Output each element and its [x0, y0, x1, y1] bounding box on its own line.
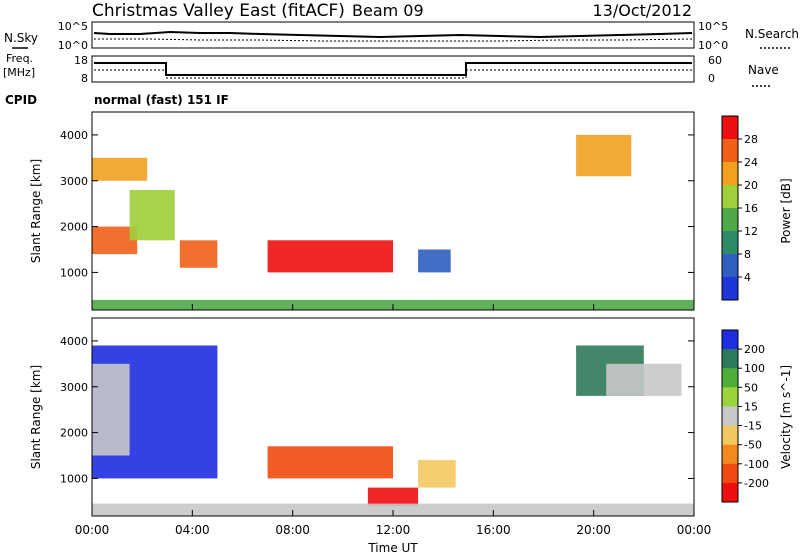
freq-label-line2: [MHz] [3, 66, 35, 79]
colorbar-tick-label: 4 [744, 271, 751, 284]
velocity-echo-region-4 [418, 460, 456, 488]
ytick-label: 4000 [60, 335, 88, 348]
colorbar-segment [722, 463, 738, 484]
velocity-echo-region-2 [267, 446, 393, 479]
power-echo-region-3 [179, 240, 218, 268]
colorbar-segment [722, 482, 738, 503]
freq-tick-bottom: 8 [81, 72, 88, 85]
velocity-echo-region-1 [92, 363, 130, 456]
velocity-ylabel: Slant Range [km] [29, 365, 43, 469]
colorbar-tick-label: 28 [744, 133, 758, 146]
ytick-label: 2000 [60, 427, 88, 440]
cpid-label: CPID [5, 93, 37, 107]
colorbar-segment [722, 185, 738, 209]
velocity-echo-region-7 [606, 363, 682, 396]
power-colorbar-label: Power [dB] [779, 178, 793, 243]
colorbar-segment [722, 368, 738, 388]
power-panel: 1000 2000 3000 4000 Slant Range [km] 28 24 20… [29, 111, 793, 311]
xtick-label: 00:00 [75, 523, 110, 537]
freq-label-line1: Freq. [6, 52, 33, 65]
ytick-label: 3000 [60, 381, 88, 394]
colorbar-tick-label: 100 [744, 362, 765, 375]
power-echo-region-2 [129, 189, 175, 241]
cpid-value: normal (fast) 151 IF [94, 93, 229, 107]
velocity-colorbar-label: Velocity [m s^-1] [779, 365, 793, 469]
noise-ytick-top: 10^5 [58, 20, 88, 33]
ytick-label: 3000 [60, 175, 88, 188]
colorbar-segment [722, 387, 738, 407]
colorbar-tick-label: -50 [744, 439, 762, 452]
colorbar-tick-label: 200 [744, 343, 765, 356]
noise-ytick-top-right: 10^5 [698, 20, 728, 33]
nave-label: Nave [748, 63, 779, 77]
xtick-label: 00:00 [677, 523, 712, 537]
colorbar-tick-label: 12 [744, 225, 758, 238]
freq-panel [91, 55, 695, 83]
colorbar-segment [722, 116, 738, 140]
date-label: 13/Oct/2012 [592, 1, 692, 20]
xtick-label: 12:00 [376, 523, 411, 537]
noise-ytick-bottom: 10^0 [58, 39, 88, 52]
colorbar-segment [722, 406, 738, 426]
station-title: Christmas Valley East (fitACF) [92, 1, 345, 21]
velocity-echo-region-3 [367, 487, 419, 506]
noise-right-label: N.Search [745, 27, 799, 41]
colorbar-tick-label: 15 [744, 400, 758, 413]
colorbar-tick-label: -100 [744, 458, 769, 471]
colorbar-segment [722, 444, 738, 465]
colorbar-tick-label: 24 [744, 156, 758, 169]
ytick-label: 4000 [60, 129, 88, 142]
noise-left-label: N.Sky [4, 31, 38, 45]
ytick-label: 2000 [60, 221, 88, 234]
ytick-label: 1000 [60, 472, 88, 485]
freq-tick-top: 18 [74, 54, 88, 67]
colorbar-segment [722, 231, 738, 255]
colorbar-tick-label: 16 [744, 202, 758, 215]
freq-trace [94, 62, 692, 76]
noise-ytick-bottom-right: 10^0 [698, 39, 728, 52]
xtick-label: 04:00 [175, 523, 210, 537]
nave-trace [94, 69, 692, 79]
nave-tick-top: 60 [708, 54, 722, 67]
noise-panel [91, 21, 695, 49]
colorbar-frame [721, 329, 739, 503]
colorbar-tick-label: 50 [744, 381, 758, 394]
velocity-panel: 1000 2000 3000 4000 Slant Range [km] 200 100… [29, 317, 793, 517]
ytick-label: 1000 [60, 266, 88, 279]
colorbar-tick-label: 20 [744, 179, 758, 192]
colorbar-segment [722, 208, 738, 232]
power-echo-region-4 [267, 240, 393, 273]
power-echo-region-7 [576, 134, 632, 177]
colorbar-segment [722, 162, 738, 186]
xtick-label: 20:00 [576, 523, 611, 537]
colorbar-segment [722, 254, 738, 278]
colorbar-segment [722, 139, 738, 163]
beam-label: Beam 09 [352, 1, 424, 20]
xtick-label: 16:00 [476, 523, 511, 537]
xtick-label: 08:00 [275, 523, 310, 537]
noise-search-trace [94, 38, 693, 42]
colorbar-segment [722, 425, 738, 446]
colorbar-tick-label: 8 [744, 248, 751, 261]
colorbar-tick-label: -15 [744, 420, 762, 433]
colorbar-segment [722, 349, 738, 369]
power-echo-region-5 [418, 249, 451, 273]
velocity-echo-region-5 [92, 503, 694, 516]
colorbar-segment [722, 330, 738, 350]
power-ylabel: Slant Range [km] [29, 159, 43, 263]
power-echo-region-0 [92, 157, 148, 181]
nave-tick-bottom: 0 [708, 72, 715, 85]
colorbar-segment [722, 277, 738, 301]
noise-sky-trace [93, 30, 693, 39]
x-axis-label: Time UT [367, 541, 418, 554]
colorbar-tick-label: -200 [744, 477, 769, 490]
